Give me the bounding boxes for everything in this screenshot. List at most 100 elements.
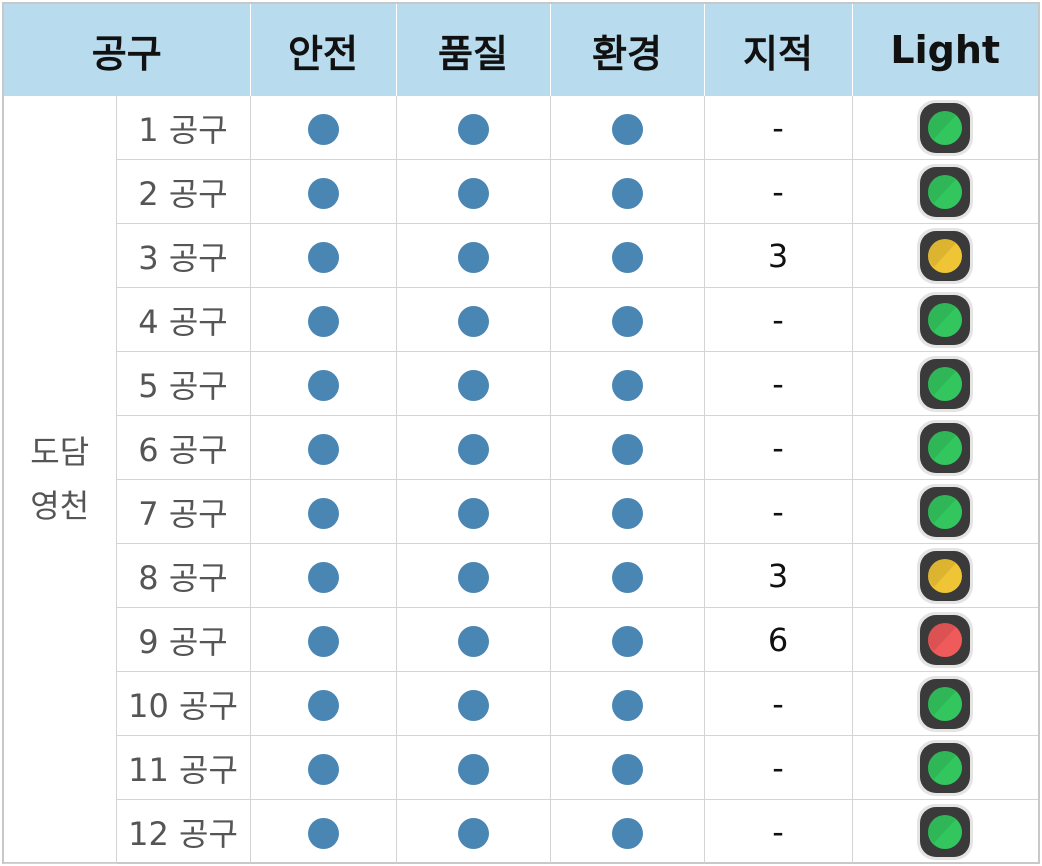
table-row: 11 공구 -	[4, 735, 1039, 800]
environment-status-dot-icon	[611, 498, 643, 529]
safety-status-dot-icon	[307, 114, 339, 145]
light-cell	[851, 671, 1039, 736]
table-row: 3 공구 3	[4, 223, 1039, 288]
environment-cell	[549, 671, 705, 736]
remarks-cell: -	[703, 799, 853, 863]
light-cell	[851, 415, 1039, 480]
row-name: 11 공구	[115, 735, 251, 800]
safety-status-dot-icon	[307, 434, 339, 465]
row-name: 2 공구	[115, 159, 251, 224]
remarks-cell: 3	[703, 223, 853, 288]
quality-status-dot-icon	[457, 114, 489, 145]
environment-status-dot-icon	[611, 626, 643, 657]
safety-cell	[249, 287, 397, 352]
quality-status-dot-icon	[457, 818, 489, 849]
quality-cell	[395, 351, 551, 416]
quality-cell	[395, 607, 551, 672]
remarks-cell: -	[703, 287, 853, 352]
environment-status-dot-icon	[611, 242, 643, 273]
quality-cell	[395, 96, 551, 160]
light-cell	[851, 287, 1039, 352]
environment-status-dot-icon	[611, 690, 643, 721]
environment-status-dot-icon	[611, 306, 643, 337]
remarks-cell: -	[703, 415, 853, 480]
table-row: 2 공구 -	[4, 159, 1039, 224]
row-name: 1 공구	[115, 96, 251, 160]
table-row: 9 공구 6	[4, 607, 1039, 672]
safety-cell	[249, 479, 397, 544]
quality-cell	[395, 415, 551, 480]
remarks-cell: -	[703, 479, 853, 544]
environment-status-dot-icon	[611, 562, 643, 593]
traffic-light-yellow-icon	[917, 227, 974, 284]
remarks-cell: -	[703, 735, 853, 800]
row-name: 7 공구	[115, 479, 251, 544]
quality-cell	[395, 735, 551, 800]
row-name: 10 공구	[115, 671, 251, 736]
quality-status-dot-icon	[457, 754, 489, 785]
remarks-cell: -	[703, 671, 853, 736]
traffic-light-green-icon	[917, 99, 974, 156]
environment-cell	[549, 287, 705, 352]
group-label-line2: 영천	[30, 487, 90, 526]
environment-cell	[549, 351, 705, 416]
table-row: 12 공구 -	[4, 799, 1039, 863]
quality-cell	[395, 543, 551, 608]
quality-cell	[395, 287, 551, 352]
light-cell	[851, 735, 1039, 800]
traffic-light-green-icon	[917, 291, 974, 348]
quality-cell	[395, 159, 551, 224]
environment-cell	[549, 607, 705, 672]
safety-cell	[249, 671, 397, 736]
safety-cell	[249, 223, 397, 288]
table-row: 10 공구 -	[4, 671, 1039, 736]
row-name: 12 공구	[115, 799, 251, 863]
quality-status-dot-icon	[457, 242, 489, 273]
row-name: 4 공구	[115, 287, 251, 352]
light-cell	[851, 96, 1039, 160]
quality-status-dot-icon	[457, 434, 489, 465]
environment-cell	[549, 735, 705, 800]
header-light: Light	[851, 4, 1039, 96]
group-label: 도담 영천	[4, 96, 117, 864]
table-row: 7 공구 -	[4, 479, 1039, 544]
safety-status-dot-icon	[307, 178, 339, 209]
quality-status-dot-icon	[457, 690, 489, 721]
light-cell	[851, 351, 1039, 416]
environment-cell	[549, 159, 705, 224]
table-row: 5 공구 -	[4, 351, 1039, 416]
safety-status-dot-icon	[307, 306, 339, 337]
environment-status-dot-icon	[611, 818, 643, 849]
environment-status-dot-icon	[611, 434, 643, 465]
traffic-light-green-icon	[917, 739, 974, 796]
safety-status-dot-icon	[307, 562, 339, 593]
table-body: 도담 영천 1 공구 -2 공구 -3 공구 3 4 공구 -5 공구 -6 공구 -7 공구 -8…	[4, 96, 1039, 864]
safety-cell	[249, 735, 397, 800]
quality-status-dot-icon	[457, 498, 489, 529]
environment-status-dot-icon	[611, 114, 643, 145]
light-cell	[851, 607, 1039, 672]
header-row: 공구 안전 품질 환경 지적 Light	[4, 4, 1039, 96]
light-cell	[851, 799, 1039, 863]
quality-cell	[395, 223, 551, 288]
traffic-light-yellow-icon	[917, 547, 974, 604]
quality-cell	[395, 479, 551, 544]
table-row: 8 공구 3	[4, 543, 1039, 608]
row-name: 8 공구	[115, 543, 251, 608]
safety-cell	[249, 543, 397, 608]
row-name: 3 공구	[115, 223, 251, 288]
safety-status-dot-icon	[307, 370, 339, 401]
safety-status-dot-icon	[307, 818, 339, 849]
safety-cell	[249, 351, 397, 416]
remarks-cell: 6	[703, 607, 853, 672]
environment-status-dot-icon	[611, 754, 643, 785]
traffic-light-green-icon	[917, 163, 974, 220]
header-safety: 안전	[249, 4, 397, 96]
remarks-cell: 3	[703, 543, 853, 608]
light-cell	[851, 479, 1039, 544]
safety-status-dot-icon	[307, 626, 339, 657]
safety-status-dot-icon	[307, 498, 339, 529]
safety-cell	[249, 159, 397, 224]
environment-status-dot-icon	[611, 370, 643, 401]
